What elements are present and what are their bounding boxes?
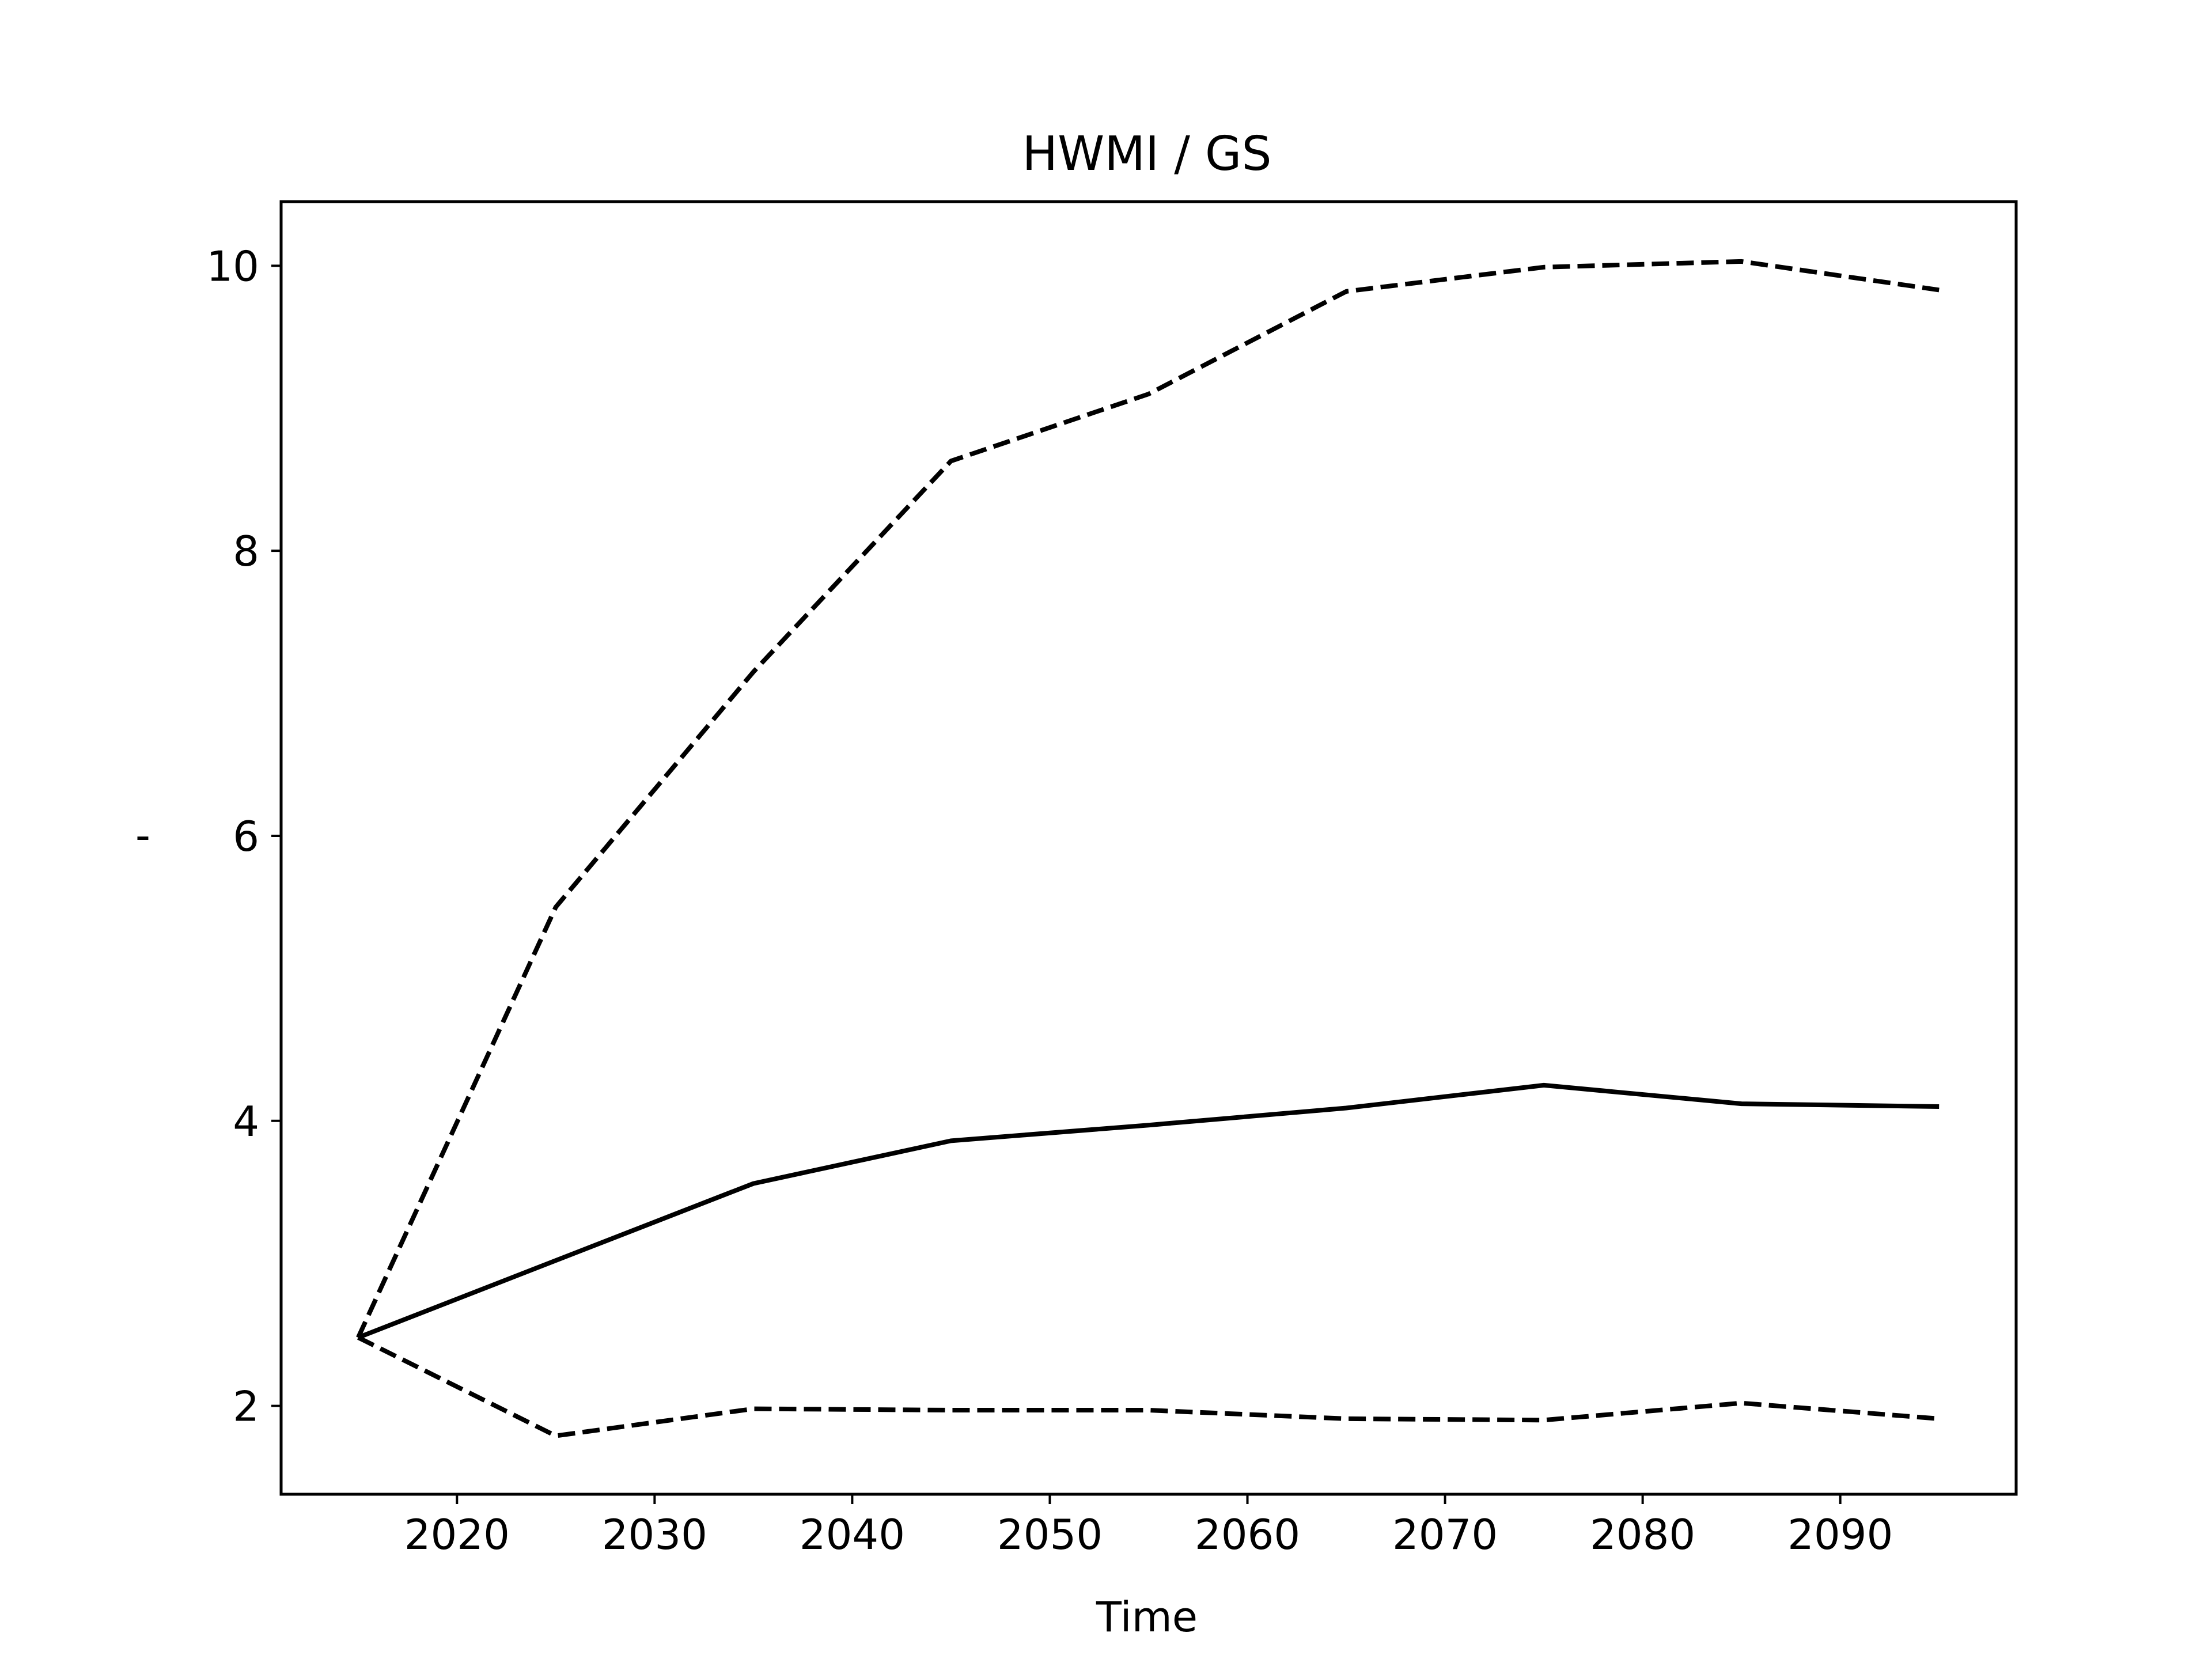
- plot-frame: [279, 200, 2018, 1496]
- x-tick-label: 2030: [602, 1510, 707, 1559]
- x-axis-label: Time: [1096, 1593, 1198, 1641]
- x-tick-label: 2070: [1392, 1510, 1498, 1559]
- x-tick-label: 2060: [1195, 1510, 1300, 1559]
- y-tick-label: 6: [233, 812, 259, 861]
- y-tick-label: 8: [233, 527, 259, 575]
- x-tick-label: 2090: [1787, 1510, 1893, 1559]
- y-axis-label: -: [135, 811, 150, 859]
- x-axis: 2020 2030 2040 2050 2060 2070 2080 2090: [404, 1494, 1893, 1559]
- chart-title: HWMI / GS: [1022, 127, 1271, 181]
- y-tick-label: 2: [233, 1382, 259, 1431]
- x-tick-label: 2020: [404, 1510, 510, 1559]
- upper-dashed-line: [356, 259, 1940, 1339]
- y-axis: 2 4 6 8 10: [206, 242, 281, 1431]
- x-tick-label: 2040: [800, 1510, 905, 1559]
- x-tick-label: 2050: [997, 1510, 1103, 1559]
- median-line: [357, 1082, 1940, 1340]
- x-tick-label: 2080: [1590, 1510, 1695, 1559]
- plot-area: [356, 259, 1940, 1438]
- y-tick-label: 4: [233, 1097, 259, 1146]
- y-tick-label: 10: [206, 242, 259, 290]
- lower-dashed-line: [357, 1335, 1940, 1438]
